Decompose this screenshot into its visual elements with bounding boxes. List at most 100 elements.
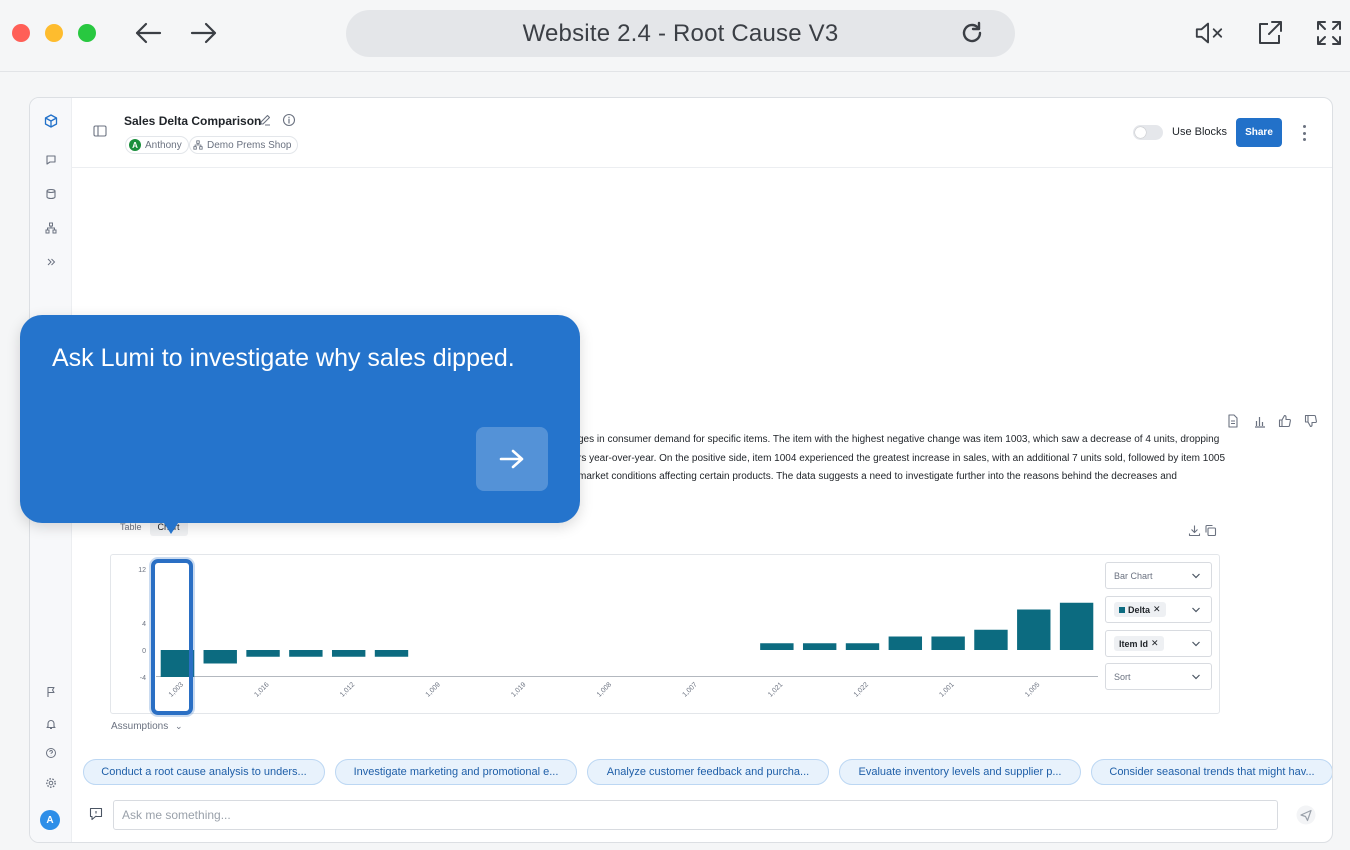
- chart-bar[interactable]: [331, 650, 366, 657]
- y-tick-label: -4: [140, 675, 146, 682]
- expand-rail-icon[interactable]: [41, 252, 61, 272]
- settings-gear-icon[interactable]: [41, 773, 61, 793]
- chart-bar[interactable]: [931, 636, 965, 651]
- bar-chart-icon[interactable]: [1249, 411, 1269, 431]
- flag-icon[interactable]: [41, 682, 61, 702]
- use-blocks-label: Use Blocks: [1172, 126, 1228, 138]
- toggle-knob: [1135, 127, 1146, 138]
- thumbs-down-icon[interactable]: [1301, 411, 1321, 431]
- chart-bar[interactable]: [760, 643, 794, 650]
- y-tick-label: 0: [142, 648, 146, 655]
- suggestion-chip[interactable]: Consider seasonal trends that might hav.…: [1091, 759, 1332, 785]
- chart-bar[interactable]: [374, 650, 409, 657]
- x-tick-label: 1,022: [853, 681, 870, 698]
- more-options-button[interactable]: [1298, 122, 1310, 144]
- chevron-down-icon: [1192, 641, 1200, 647]
- bell-icon[interactable]: [41, 714, 61, 734]
- arrow-right-icon: [499, 449, 524, 469]
- measure-select[interactable]: Delta ✕: [1105, 596, 1212, 623]
- edit-pencil-icon[interactable]: [258, 113, 272, 127]
- remove-measure-icon[interactable]: ✕: [1153, 604, 1161, 614]
- document-icon[interactable]: [1223, 411, 1243, 431]
- x-tick-label: 1,005: [1024, 681, 1041, 698]
- chart-bar[interactable]: [802, 643, 837, 650]
- prompt-icon[interactable]: [88, 806, 104, 822]
- dimension-tag: Item Id ✕: [1114, 636, 1164, 651]
- summary-line: market conditions affecting certain prod…: [578, 471, 1177, 482]
- suggestion-chip[interactable]: Investigate marketing and promotional e.…: [335, 759, 577, 785]
- chart-container: 12 4 0 -4 1,003 1,016 1,012 1,009 1,019 1,008 1,00…: [110, 554, 1220, 714]
- chart-bar[interactable]: [203, 650, 237, 664]
- logo-cube-icon[interactable]: [41, 111, 61, 131]
- x-tick-label: 1,016: [253, 681, 270, 698]
- response-actions: [1223, 411, 1321, 431]
- suggestion-chip[interactable]: Analyze customer feedback and purcha...: [587, 759, 829, 785]
- chart-bar[interactable]: [888, 636, 923, 651]
- document-header: Sales Delta Comparison A Anthony Demo Pr…: [72, 98, 1332, 168]
- address-bar[interactable]: Website 2.4 - Root Cause V3: [346, 10, 1015, 57]
- arrow-right-icon: [190, 22, 217, 44]
- hierarchy-icon: [193, 140, 203, 150]
- summary-line: rs year-over-year. On the positive side,…: [578, 452, 1226, 464]
- user-chip[interactable]: A Anthony: [125, 136, 189, 154]
- database-icon[interactable]: [41, 184, 61, 204]
- callout-next-button[interactable]: [476, 427, 548, 491]
- x-tick-label: 1,003: [168, 681, 185, 698]
- y-tick-label: 12: [138, 567, 146, 574]
- thumbs-up-icon[interactable]: [1275, 411, 1295, 431]
- tutorial-callout: Ask Lumi to investigate why sales dipped…: [20, 315, 580, 523]
- info-icon[interactable]: [282, 113, 296, 127]
- chart-bar[interactable]: [1017, 609, 1051, 651]
- expand-icon: [1317, 21, 1341, 45]
- dimension-select[interactable]: Item Id ✕: [1105, 630, 1212, 657]
- use-blocks-toggle[interactable]: [1133, 125, 1163, 140]
- chart-bar[interactable]: [289, 650, 323, 657]
- chat-icon[interactable]: [41, 150, 61, 170]
- chart-bar[interactable]: [246, 650, 280, 657]
- x-tick-label: 1,009: [425, 681, 442, 698]
- chart-bar[interactable]: [1059, 602, 1094, 650]
- send-icon[interactable]: [1296, 805, 1316, 825]
- open-external-button[interactable]: [1255, 18, 1285, 48]
- suggestion-chip[interactable]: Evaluate inventory levels and supplier p…: [839, 759, 1081, 785]
- measure-tag: Delta ✕: [1114, 602, 1166, 617]
- sidebar-toggle-icon[interactable]: [93, 125, 107, 137]
- x-tick-label: 1,019: [510, 681, 527, 698]
- copy-icon[interactable]: [1204, 524, 1217, 537]
- suggestion-list: Conduct a root cause analysis to unders.…: [83, 759, 1332, 785]
- shop-chip[interactable]: Demo Prems Shop: [189, 136, 299, 154]
- chart-tools: [1188, 524, 1217, 537]
- maximize-window-button[interactable]: [78, 24, 96, 42]
- chevron-down-icon: [1192, 674, 1200, 680]
- fullscreen-button[interactable]: [1314, 18, 1344, 48]
- hierarchy-icon[interactable]: [41, 218, 61, 238]
- back-button[interactable]: [132, 18, 164, 48]
- help-icon[interactable]: [41, 743, 61, 763]
- minimize-window-button[interactable]: [45, 24, 63, 42]
- chart-bar[interactable]: [845, 643, 880, 650]
- x-tick-label: 1,021: [767, 681, 784, 698]
- dimension-tag-label: Item Id: [1119, 638, 1149, 649]
- measure-tag-label: Delta: [1128, 604, 1151, 615]
- chart-type-value: Bar Chart: [1114, 570, 1153, 581]
- x-tick-label: 1,007: [681, 681, 698, 698]
- ask-input[interactable]: Ask me something...: [113, 800, 1278, 830]
- chart-type-select[interactable]: Bar Chart: [1105, 562, 1212, 589]
- remove-dimension-icon[interactable]: ✕: [1151, 638, 1159, 648]
- sort-select[interactable]: Sort: [1105, 663, 1212, 690]
- share-button[interactable]: Share: [1236, 118, 1282, 147]
- close-window-button[interactable]: [12, 24, 30, 42]
- user-avatar[interactable]: A: [40, 810, 60, 830]
- suggestion-chip[interactable]: Conduct a root cause analysis to unders.…: [83, 759, 325, 785]
- chart-bar[interactable]: [160, 650, 195, 677]
- tab-table[interactable]: Table: [120, 522, 142, 532]
- assumptions-toggle[interactable]: Assumptions ⌄: [111, 721, 183, 732]
- forward-button[interactable]: [188, 18, 220, 48]
- y-tick-label: 4: [142, 621, 146, 628]
- download-icon[interactable]: [1188, 524, 1201, 537]
- callout-message: Ask Lumi to investigate why sales dipped…: [52, 344, 515, 372]
- chart-bar[interactable]: [974, 629, 1008, 650]
- reload-icon[interactable]: [959, 20, 985, 46]
- external-link-icon: [1259, 21, 1282, 44]
- mute-button[interactable]: [1194, 18, 1224, 48]
